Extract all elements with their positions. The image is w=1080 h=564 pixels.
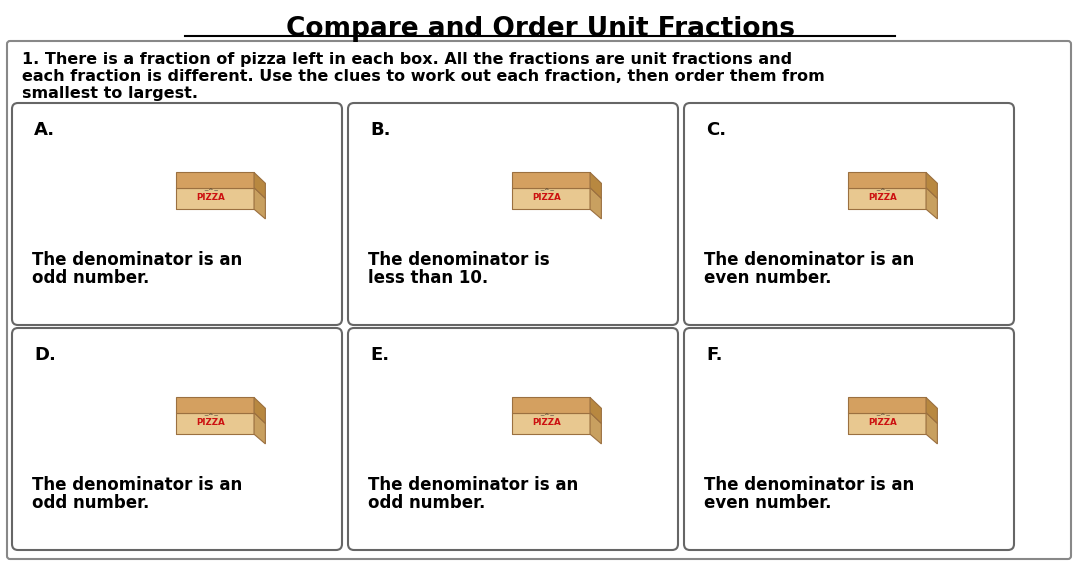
Text: ~^~: ~^~ bbox=[539, 413, 555, 418]
Polygon shape bbox=[590, 398, 602, 424]
Text: ~^~: ~^~ bbox=[875, 413, 891, 418]
Text: The denominator is an: The denominator is an bbox=[32, 476, 242, 494]
Polygon shape bbox=[512, 413, 590, 434]
Text: The denominator is an: The denominator is an bbox=[32, 251, 242, 269]
FancyBboxPatch shape bbox=[348, 103, 678, 325]
Text: PIZZA: PIZZA bbox=[532, 193, 562, 202]
Polygon shape bbox=[512, 188, 590, 209]
Polygon shape bbox=[848, 413, 926, 434]
Polygon shape bbox=[926, 413, 937, 444]
Text: PIZZA: PIZZA bbox=[197, 418, 226, 427]
Text: A.: A. bbox=[33, 121, 55, 139]
Text: PIZZA: PIZZA bbox=[197, 193, 226, 202]
Text: PIZZA: PIZZA bbox=[532, 418, 562, 427]
Polygon shape bbox=[590, 188, 602, 219]
FancyBboxPatch shape bbox=[684, 103, 1014, 325]
Text: ~^~: ~^~ bbox=[203, 188, 219, 193]
Text: odd number.: odd number. bbox=[368, 494, 485, 512]
Polygon shape bbox=[848, 398, 926, 413]
Text: Compare and Order Unit Fractions: Compare and Order Unit Fractions bbox=[285, 16, 795, 42]
Polygon shape bbox=[848, 188, 926, 209]
Text: E.: E. bbox=[370, 346, 389, 364]
Polygon shape bbox=[926, 398, 937, 424]
Text: PIZZA: PIZZA bbox=[868, 193, 897, 202]
Polygon shape bbox=[176, 173, 254, 188]
FancyBboxPatch shape bbox=[12, 103, 342, 325]
Text: odd number.: odd number. bbox=[32, 494, 149, 512]
FancyBboxPatch shape bbox=[348, 328, 678, 550]
Polygon shape bbox=[926, 173, 937, 199]
FancyBboxPatch shape bbox=[6, 41, 1071, 559]
Text: The denominator is an: The denominator is an bbox=[368, 476, 578, 494]
Text: The denominator is: The denominator is bbox=[368, 251, 550, 269]
Polygon shape bbox=[176, 188, 254, 209]
Text: ~^~: ~^~ bbox=[539, 188, 555, 193]
Text: C.: C. bbox=[706, 121, 726, 139]
Polygon shape bbox=[254, 413, 266, 444]
Text: 1. There is a fraction of pizza left in each box. All the fractions are unit fra: 1. There is a fraction of pizza left in … bbox=[22, 52, 792, 67]
Text: The denominator is an: The denominator is an bbox=[704, 251, 915, 269]
Polygon shape bbox=[254, 173, 266, 199]
Polygon shape bbox=[176, 413, 266, 424]
Polygon shape bbox=[176, 188, 266, 199]
Text: B.: B. bbox=[370, 121, 391, 139]
Polygon shape bbox=[254, 188, 266, 219]
Polygon shape bbox=[176, 413, 254, 434]
Polygon shape bbox=[512, 173, 590, 188]
Polygon shape bbox=[848, 188, 937, 199]
Text: F.: F. bbox=[706, 346, 723, 364]
Text: ~^~: ~^~ bbox=[875, 188, 891, 193]
Polygon shape bbox=[512, 398, 590, 413]
Text: each fraction is different. Use the clues to work out each fraction, then order : each fraction is different. Use the clue… bbox=[22, 69, 825, 84]
Text: ~^~: ~^~ bbox=[203, 413, 219, 418]
Text: even number.: even number. bbox=[704, 269, 832, 287]
Polygon shape bbox=[590, 173, 602, 199]
Text: less than 10.: less than 10. bbox=[368, 269, 488, 287]
Text: smallest to largest.: smallest to largest. bbox=[22, 86, 198, 101]
FancyBboxPatch shape bbox=[12, 328, 342, 550]
Polygon shape bbox=[512, 188, 602, 199]
Polygon shape bbox=[512, 413, 602, 424]
Polygon shape bbox=[848, 173, 926, 188]
Polygon shape bbox=[590, 413, 602, 444]
Polygon shape bbox=[848, 413, 937, 424]
Polygon shape bbox=[926, 188, 937, 219]
Text: D.: D. bbox=[33, 346, 56, 364]
FancyBboxPatch shape bbox=[684, 328, 1014, 550]
Polygon shape bbox=[176, 398, 254, 413]
Text: even number.: even number. bbox=[704, 494, 832, 512]
Text: The denominator is an: The denominator is an bbox=[704, 476, 915, 494]
Polygon shape bbox=[254, 398, 266, 424]
Text: odd number.: odd number. bbox=[32, 269, 149, 287]
Text: PIZZA: PIZZA bbox=[868, 418, 897, 427]
